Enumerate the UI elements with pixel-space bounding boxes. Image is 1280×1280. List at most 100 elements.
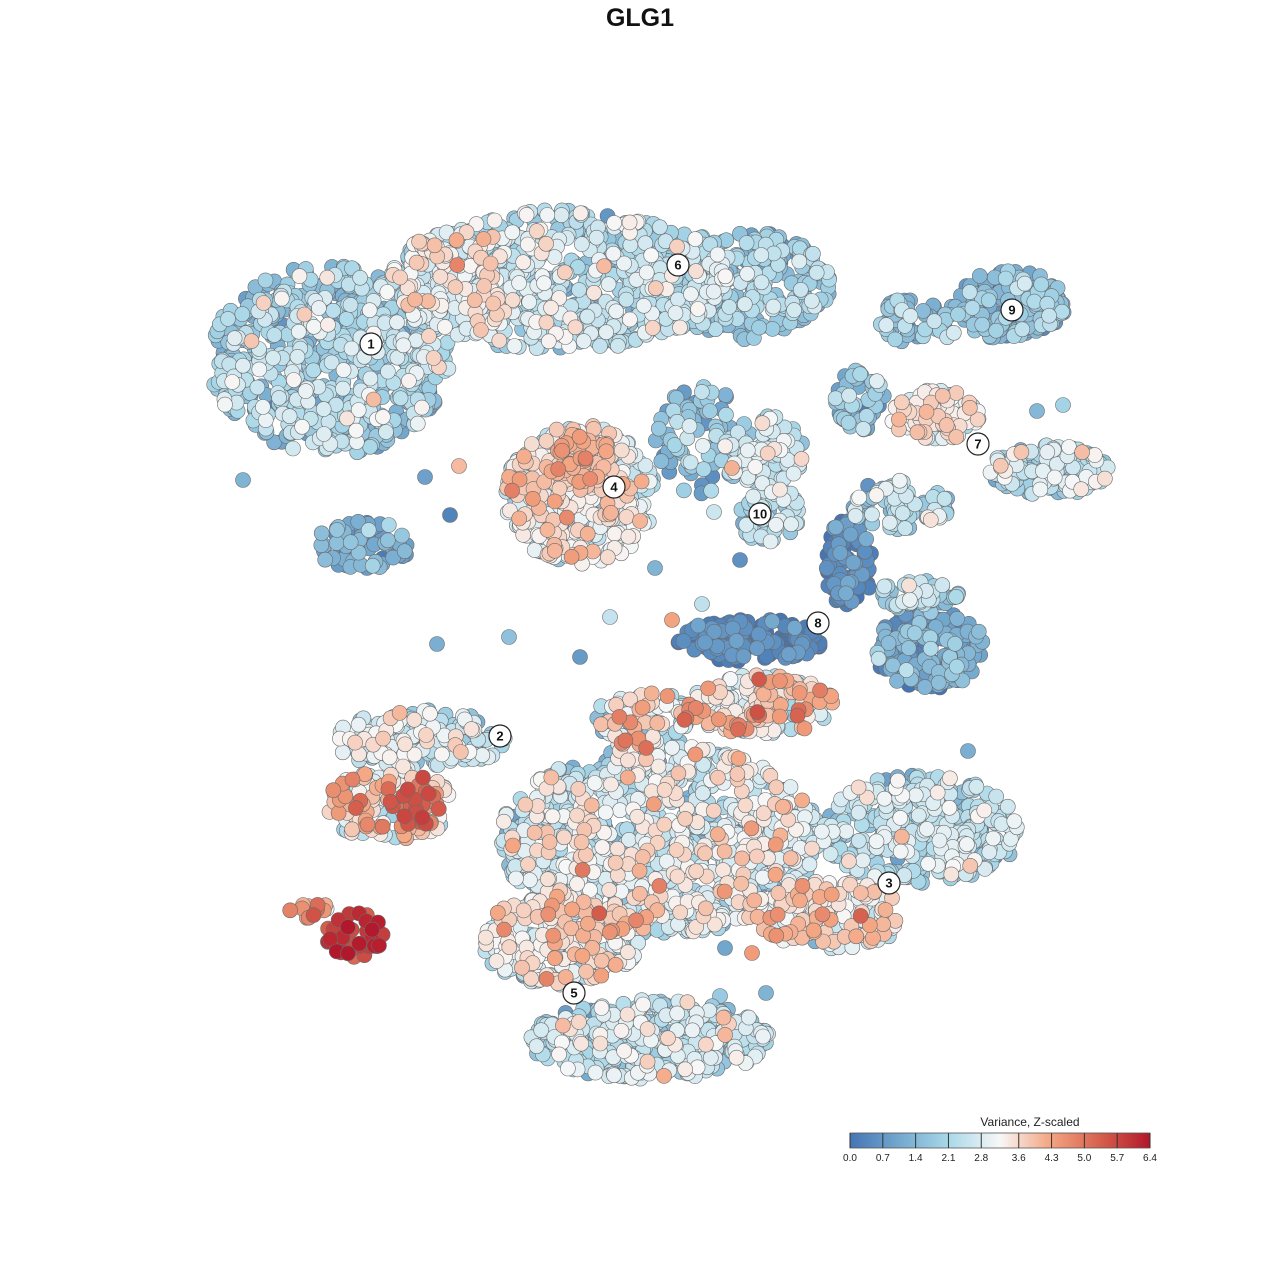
cell-point [762,533,779,550]
cell-point [650,420,667,437]
cell-point [653,453,670,470]
cell-point [396,543,413,560]
cell-point [281,408,298,425]
cell-point [931,832,948,849]
cell-point [907,787,924,804]
cell-point [553,207,570,223]
cell-point [750,626,767,643]
cell-point [970,623,987,640]
cell-point [338,311,355,327]
cell-points-layer [206,202,1116,1087]
cell-point [841,387,857,404]
cell-point [335,380,351,397]
cell-point [897,520,913,537]
cell-point [647,560,663,576]
cell-point [988,322,1005,339]
cell-point [705,283,722,300]
cell-point [964,300,981,316]
cell-point [573,236,590,252]
cell-point [571,282,587,298]
cell-point [917,679,933,695]
cell-point [579,308,596,325]
cell-point [782,779,799,795]
cell-point [894,505,911,522]
cell-point [342,297,359,313]
cell-point [706,504,722,520]
cell-point [610,337,626,354]
cell-point [854,566,871,583]
cell-point [753,247,770,263]
cell-point [945,324,962,341]
cell-point [827,390,844,407]
cell-point [588,229,605,246]
cell-point [736,296,753,313]
cell-point [667,305,684,321]
cell-point [850,832,867,849]
cell-point [257,272,274,289]
cell-point [740,1009,757,1026]
cell-point [792,281,809,298]
cell-point [342,534,359,551]
cell-point [695,438,711,454]
cell-point [676,482,692,499]
cell-point [881,514,898,531]
cell-point [265,350,281,366]
cell-point [317,551,334,568]
cell-point [749,640,765,657]
cell-point [1033,276,1049,293]
cell-point [1026,293,1043,310]
cell-point [832,545,849,561]
cell-point [808,264,825,281]
cell-point [974,316,991,333]
cell-point [1029,403,1045,419]
cell-point [780,646,797,663]
cell-point [850,804,867,821]
cell-point [854,852,871,869]
cell-point [690,617,707,634]
cell-point [702,1050,719,1066]
cell-point [703,482,720,499]
cell-point [838,823,855,840]
cell-point [910,807,927,824]
cell-point [694,384,710,400]
cell-point [803,293,820,309]
cell-point [474,747,491,764]
cell-point [898,662,915,678]
cell-point [900,640,917,656]
cell-point [876,578,893,595]
cell-point [417,469,433,485]
cell-point [362,370,379,387]
cell-point [442,507,458,523]
cell-point [697,634,713,651]
cell-point [971,268,988,284]
cell-point [785,465,802,482]
cell-point [845,554,862,571]
cell-point [572,649,588,665]
cell-point [988,788,1005,805]
cell-point [717,940,733,956]
cell-point [960,743,976,759]
cell-point [305,362,322,379]
cell-point [847,508,864,524]
cell-point [786,302,802,318]
cell-point [362,438,378,455]
cell-point [652,219,668,235]
cell-point [378,424,394,440]
cell-point [694,596,710,612]
cell-point [313,525,330,542]
cell-point [546,249,563,265]
cell-point [380,363,396,380]
cell-point [948,658,965,675]
cell-point [1041,307,1057,324]
cell-point [592,338,608,354]
cell-point [328,535,345,551]
cell-point [999,798,1016,815]
cell-point [906,625,923,642]
cell-point [751,319,767,336]
cell-point [758,985,774,1001]
cell-point [765,298,782,315]
cell-point [334,744,351,761]
cell-point [852,366,869,383]
cell-point [738,235,755,251]
